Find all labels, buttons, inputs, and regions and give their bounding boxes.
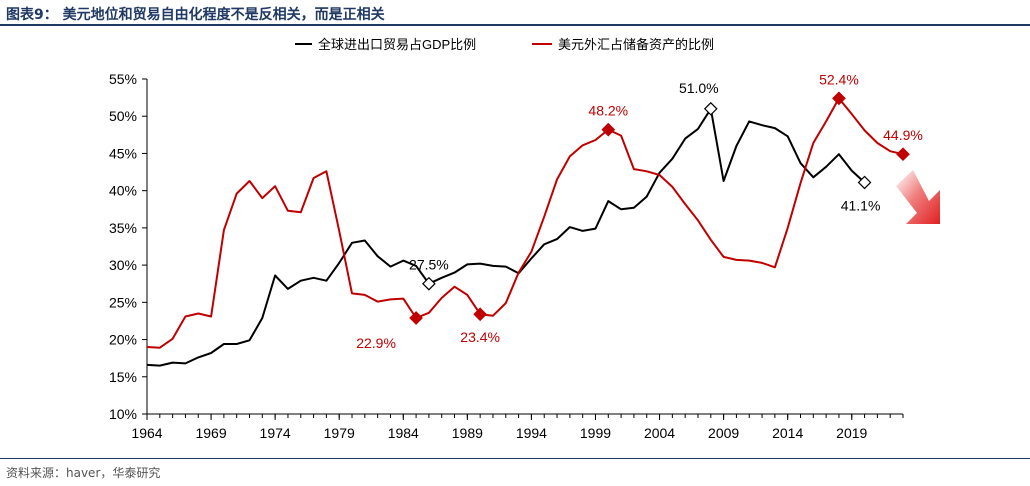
data-label-2023: 44.9% xyxy=(883,127,923,143)
x-tick-label: 1984 xyxy=(388,425,419,441)
x-tick-label: 1979 xyxy=(324,425,355,441)
y-tick-label: 25% xyxy=(109,294,137,310)
y-tick-label: 40% xyxy=(109,183,137,199)
legend-label-trade: 全球进出口贸易占GDP比例 xyxy=(318,37,476,52)
x-tick-label: 1969 xyxy=(195,425,226,441)
x-tick-label: 2019 xyxy=(836,425,867,441)
data-label-1986: 27.5% xyxy=(409,257,449,273)
figure-title: 图表9： 美元地位和贸易自由化程度不是反相关，而是正相关 xyxy=(6,7,385,23)
y-tick-label: 15% xyxy=(109,369,137,385)
downtrend-arrow-icon xyxy=(896,170,940,224)
y-tick-label: 35% xyxy=(109,220,137,236)
x-tick-label: 1974 xyxy=(260,425,291,441)
trade-gdp-line xyxy=(146,107,866,367)
marker-2018 xyxy=(832,91,846,106)
source-note: 资料来源：haver，华泰研究 xyxy=(6,466,161,480)
marker-1985 xyxy=(409,311,423,325)
x-tick-label: 1994 xyxy=(516,425,547,441)
x-tick-label: 1989 xyxy=(452,425,483,441)
y-tick-label: 45% xyxy=(109,145,137,161)
marker-2000 xyxy=(601,122,616,137)
series-lines xyxy=(146,97,904,367)
y-tick-label: 50% xyxy=(109,108,137,124)
y-tick-label: 20% xyxy=(109,332,137,348)
header-rule xyxy=(0,24,1030,26)
axes: 10% 15% 20% 25% 30% 35% 40% 45% 50% 55% 1964 1969 19… xyxy=(109,71,904,441)
data-markers: 27.5% 51.0% 41.1% 22.9% 23.4% 48.2% 52.4% 44.9% xyxy=(356,71,923,351)
usd-reserve-line xyxy=(146,97,904,349)
y-tick-label: 10% xyxy=(109,406,137,422)
y-tick-label: 55% xyxy=(109,71,137,87)
marker-1990 xyxy=(473,307,488,322)
marker-2008 xyxy=(703,101,718,116)
marker-2023 xyxy=(896,147,910,162)
data-label-1990: 23.4% xyxy=(460,329,500,345)
marker-1986 xyxy=(422,276,436,291)
marker-2020 xyxy=(857,175,872,190)
data-label-2020: 41.1% xyxy=(841,197,881,213)
x-tick-label: 1999 xyxy=(580,425,611,441)
x-tick-label: 2004 xyxy=(644,425,675,441)
x-tick-label: 2009 xyxy=(708,425,739,441)
data-label-1985: 22.9% xyxy=(356,335,396,351)
legend: 全球进出口贸易占GDP比例 美元外汇占储备资产的比例 xyxy=(295,37,714,52)
y-tick-label: 30% xyxy=(109,257,137,273)
data-label-2000: 48.2% xyxy=(588,103,628,119)
data-label-2008: 51.0% xyxy=(679,80,719,96)
x-tick-label: 1964 xyxy=(131,425,162,441)
legend-label-usd: 美元外汇占储备资产的比例 xyxy=(558,37,714,52)
data-label-2018: 52.4% xyxy=(819,71,859,87)
x-tick-label: 2014 xyxy=(772,425,803,441)
footer-rule xyxy=(0,458,1030,459)
